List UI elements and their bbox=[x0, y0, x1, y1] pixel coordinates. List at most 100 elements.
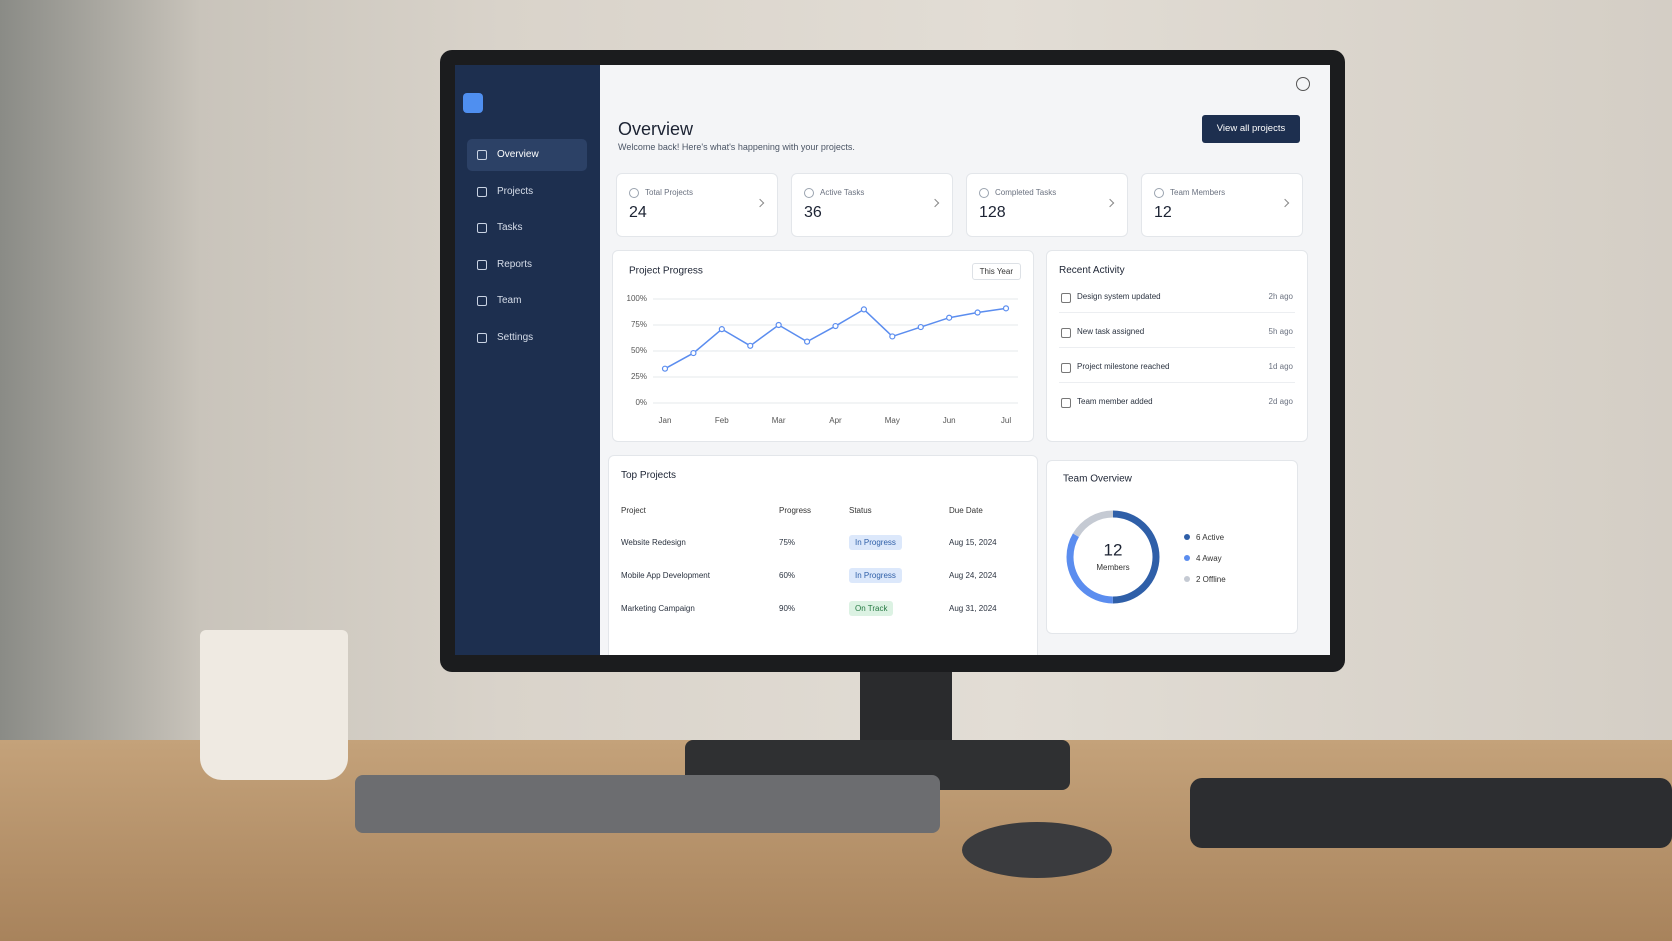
projects-title: Top Projects bbox=[621, 470, 677, 481]
stat-card[interactable]: Total Projects 24 bbox=[616, 173, 778, 237]
activity-card: Recent Activity Design system updated 2h a… bbox=[1046, 250, 1308, 442]
activity-time: 5h ago bbox=[1268, 327, 1293, 336]
stat-label: Active Tasks bbox=[820, 188, 865, 197]
nav-item[interactable]: Projects bbox=[467, 176, 587, 208]
y-tick-label: 75% bbox=[631, 320, 647, 329]
view-all-button[interactable]: View all projects bbox=[1202, 115, 1300, 143]
column-header: Due Date bbox=[949, 506, 983, 515]
page-title: Overview bbox=[618, 119, 694, 139]
activity-time: 2d ago bbox=[1268, 397, 1293, 406]
legend-dot bbox=[1184, 555, 1190, 561]
stat-label: Team Members bbox=[1170, 188, 1226, 197]
line-chart: Project Progress 0% 25% 50% 75% 100% Jan Feb Mar… bbox=[627, 266, 1018, 425]
mouse bbox=[962, 822, 1112, 878]
point bbox=[832, 322, 839, 330]
y-tick-label: 25% bbox=[631, 372, 647, 381]
activity-title: Recent Activity bbox=[1059, 265, 1125, 276]
activity-text: Project milestone reached bbox=[1077, 362, 1170, 371]
chevron bbox=[755, 198, 765, 208]
tablet bbox=[1190, 778, 1672, 848]
chevron bbox=[930, 198, 940, 208]
column-header: Project bbox=[621, 506, 646, 515]
legend-label: 4 Away bbox=[1196, 554, 1222, 563]
nav-icon bbox=[477, 259, 487, 270]
nav-label: Projects bbox=[497, 185, 534, 197]
point bbox=[803, 338, 811, 345]
nav-icon bbox=[477, 296, 487, 306]
point bbox=[661, 365, 669, 372]
point bbox=[718, 326, 725, 333]
point bbox=[917, 323, 924, 331]
status-badge: In Progress bbox=[849, 568, 902, 583]
main: Overview Welcome back! Here's what's hap… bbox=[600, 65, 1330, 655]
cell: Aug 15, 2024 bbox=[949, 538, 997, 547]
donut-center-label: Members bbox=[1096, 563, 1129, 572]
stat-card[interactable]: Active Tasks 36 bbox=[791, 173, 953, 237]
stat-icon bbox=[1154, 188, 1164, 198]
chart-title: Project Progress bbox=[629, 266, 703, 277]
donut-segment bbox=[1066, 510, 1160, 604]
divider bbox=[1059, 347, 1295, 348]
keyboard bbox=[355, 775, 940, 833]
sidebar: Overview Projects Tasks Reports Team Settings bbox=[455, 65, 600, 655]
point bbox=[690, 349, 697, 357]
stat-value: 36 bbox=[804, 204, 822, 221]
stat-label: Completed Tasks bbox=[995, 188, 1057, 197]
nav-item[interactable]: Overview bbox=[467, 139, 587, 171]
donut-segment bbox=[1066, 510, 1160, 604]
info-icon[interactable] bbox=[1296, 77, 1310, 91]
cell: Marketing Campaign bbox=[621, 604, 695, 613]
nav-icon bbox=[477, 332, 487, 343]
nav-label: Overview bbox=[497, 149, 539, 160]
point bbox=[1002, 305, 1010, 312]
x-tick-label: Jul bbox=[1001, 416, 1011, 425]
point bbox=[889, 333, 896, 340]
legend-dot bbox=[1184, 534, 1190, 540]
stat-value: 12 bbox=[1154, 204, 1172, 221]
nav-item[interactable]: Tasks bbox=[467, 212, 587, 244]
nav-item[interactable]: Team bbox=[467, 285, 587, 317]
legend-label: 2 Offline bbox=[1196, 575, 1226, 584]
cell: Aug 31, 2024 bbox=[949, 604, 997, 613]
status-badge: In Progress bbox=[849, 535, 902, 550]
y-tick-label: 100% bbox=[627, 294, 647, 303]
stat-card[interactable]: Completed Tasks 128 bbox=[966, 173, 1128, 237]
x-tick-label: May bbox=[885, 416, 900, 425]
point bbox=[860, 306, 868, 313]
line bbox=[664, 307, 1007, 370]
chevron bbox=[1280, 198, 1290, 208]
cell: 60% bbox=[779, 571, 796, 580]
x-tick-label: Feb bbox=[715, 416, 729, 425]
activity-icon bbox=[1061, 293, 1071, 303]
point bbox=[775, 321, 782, 329]
activity-time: 2h ago bbox=[1268, 292, 1293, 301]
logo bbox=[463, 93, 483, 113]
cell: Website Redesign bbox=[621, 538, 686, 547]
cell: Aug 24, 2024 bbox=[949, 571, 997, 580]
period-filter[interactable]: This Year bbox=[971, 263, 1021, 280]
x-tick-label: Jun bbox=[943, 416, 956, 425]
divider bbox=[1059, 382, 1295, 383]
stat-value: 128 bbox=[979, 204, 1006, 221]
cell: Mobile App Development bbox=[621, 571, 710, 580]
stat-card[interactable]: Team Members 12 bbox=[1141, 173, 1303, 237]
activity-time: 1d ago bbox=[1268, 362, 1293, 371]
projects-card: Top Projects Project Progress Status Due Dat… bbox=[608, 455, 1038, 655]
activity-text: Design system updated bbox=[1077, 292, 1161, 301]
stat-icon bbox=[804, 188, 814, 198]
nav-icon bbox=[477, 223, 487, 233]
team-card: Team Overview 6 Active 4 Away 2 Offline 12 Me… bbox=[1046, 460, 1298, 634]
nav-icon bbox=[477, 150, 487, 160]
nav-item[interactable]: Settings bbox=[467, 322, 587, 354]
column-header: Progress bbox=[779, 506, 812, 515]
activity-text: New task assigned bbox=[1077, 327, 1145, 336]
nav-label: Team bbox=[497, 295, 522, 306]
nav-label: Tasks bbox=[497, 222, 523, 233]
nav-item[interactable]: Reports bbox=[467, 249, 587, 281]
legend-label: 6 Active bbox=[1196, 533, 1225, 542]
page-subtitle: Welcome back! Here's what's happening wi… bbox=[618, 142, 855, 152]
point bbox=[946, 314, 953, 321]
donut-chart: Team Overview 6 Active 4 Away 2 Offline 12 Me… bbox=[1063, 474, 1226, 604]
progress-card: Project Progress 0% 25% 50% 75% 100% Jan Feb Mar… bbox=[612, 250, 1034, 442]
